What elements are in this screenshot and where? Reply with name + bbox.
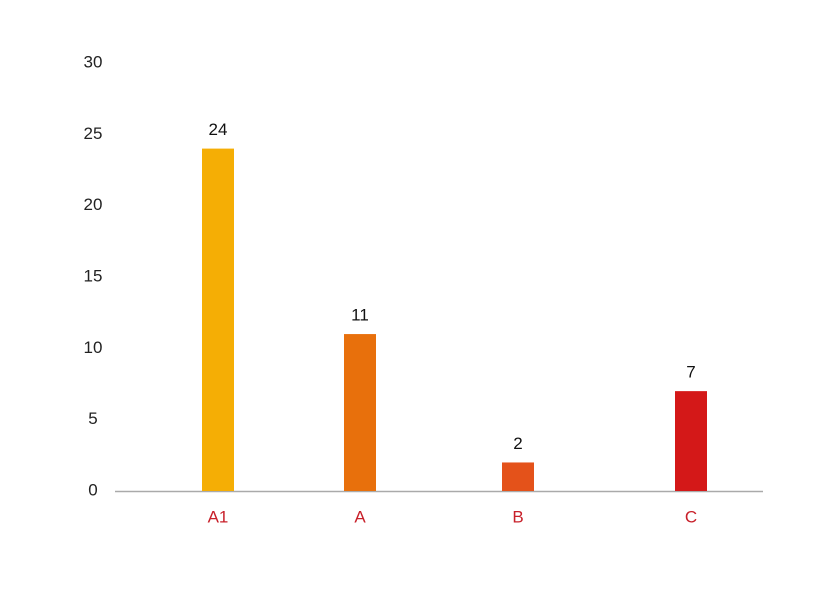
y-tick-label: 20 [84,195,103,214]
value-label: 11 [351,306,369,325]
x-tick-label: A [354,507,366,526]
y-tick-label: 0 [88,480,97,499]
bar [675,391,707,491]
y-tick-label: 25 [84,124,103,143]
bar [344,334,376,491]
y-tick-label: 5 [88,409,97,428]
y-tick-label: 15 [84,266,103,285]
value-label: 7 [686,363,695,382]
y-tick-label: 10 [84,338,103,357]
bar [202,148,234,491]
x-tick-label: A1 [208,507,229,526]
value-label: 24 [209,120,228,139]
x-tick-label: C [685,507,697,526]
bar [502,462,534,491]
value-label: 2 [513,434,522,453]
y-tick-label: 30 [84,52,103,71]
x-tick-label: B [512,507,523,526]
